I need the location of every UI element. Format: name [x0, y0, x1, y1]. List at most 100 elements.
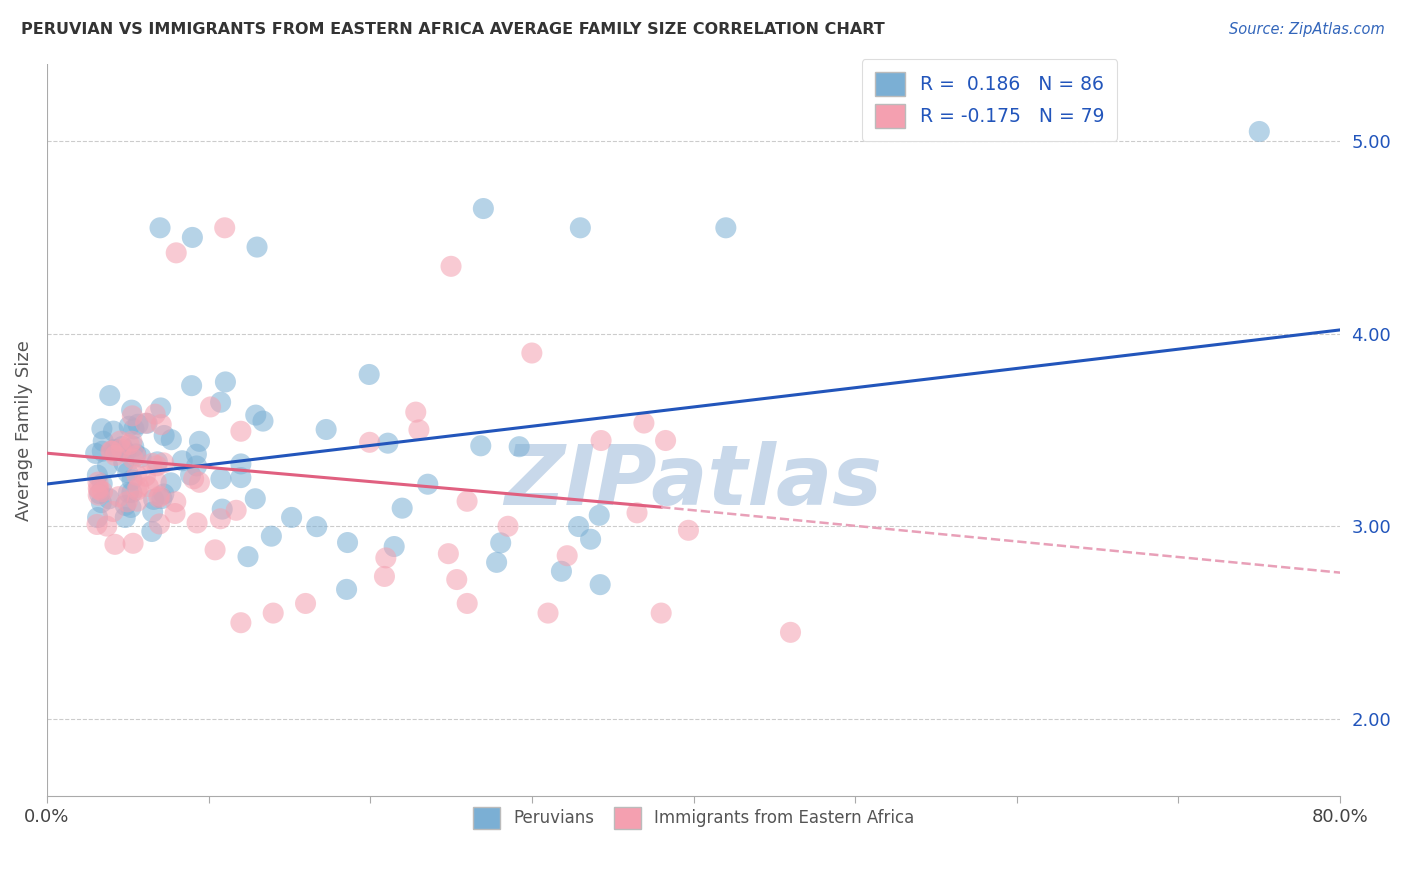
Point [91, 434, 114, 449]
Point [87, 483, 110, 497]
Y-axis label: Average Family Size: Average Family Size [15, 340, 32, 521]
Point [1249, 124, 1271, 138]
Point [183, 472, 205, 486]
Point [153, 428, 176, 442]
Point [160, 475, 183, 490]
Point [129, 450, 152, 465]
Point [779, 625, 801, 640]
Point [588, 508, 610, 523]
Point [105, 443, 128, 458]
Point [87, 481, 110, 495]
Point [141, 524, 163, 539]
Point [143, 407, 166, 421]
Point [103, 424, 125, 438]
Point [172, 454, 194, 468]
Point [714, 220, 737, 235]
Point [489, 536, 512, 550]
Point [121, 403, 143, 417]
Point [209, 395, 232, 409]
Point [103, 442, 125, 457]
Point [114, 499, 136, 513]
Point [456, 597, 478, 611]
Point [446, 573, 468, 587]
Point [160, 433, 183, 447]
Point [315, 423, 337, 437]
Point [165, 495, 187, 509]
Point [209, 472, 232, 486]
Point [260, 529, 283, 543]
Point [121, 409, 143, 423]
Point [335, 582, 357, 597]
Point [122, 440, 145, 454]
Point [89, 486, 111, 500]
Point [374, 550, 396, 565]
Point [472, 202, 495, 216]
Point [125, 468, 148, 483]
Point [180, 467, 202, 482]
Point [654, 434, 676, 448]
Point [121, 485, 143, 500]
Point [508, 440, 530, 454]
Point [149, 220, 172, 235]
Point [100, 444, 122, 458]
Point [135, 416, 157, 430]
Point [104, 449, 127, 463]
Point [136, 417, 159, 431]
Point [579, 533, 602, 547]
Point [128, 480, 150, 494]
Point [555, 549, 578, 563]
Text: Source: ZipAtlas.com: Source: ZipAtlas.com [1229, 22, 1385, 37]
Point [111, 444, 134, 458]
Point [537, 606, 560, 620]
Point [186, 516, 208, 530]
Point [245, 491, 267, 506]
Point [145, 475, 167, 489]
Point [121, 434, 143, 449]
Point [650, 606, 672, 620]
Point [633, 416, 655, 430]
Point [153, 487, 176, 501]
Point [229, 424, 252, 438]
Point [204, 542, 226, 557]
Point [150, 417, 173, 432]
Point [416, 477, 439, 491]
Point [165, 245, 187, 260]
Point [252, 414, 274, 428]
Point [148, 516, 170, 531]
Point [470, 439, 492, 453]
Point [214, 375, 236, 389]
Point [101, 504, 124, 518]
Point [377, 436, 399, 450]
Point [152, 456, 174, 470]
Point [246, 240, 269, 254]
Point [146, 458, 169, 473]
Point [188, 475, 211, 490]
Point [305, 519, 328, 533]
Point [496, 519, 519, 533]
Point [225, 503, 247, 517]
Point [112, 456, 135, 470]
Point [122, 536, 145, 550]
Point [186, 458, 208, 473]
Point [87, 488, 110, 502]
Point [114, 445, 136, 459]
Point [150, 491, 173, 506]
Legend: Peruvians, Immigrants from Eastern Africa: Peruvians, Immigrants from Eastern Afric… [467, 801, 921, 835]
Point [142, 492, 165, 507]
Point [186, 447, 208, 461]
Point [591, 434, 613, 448]
Point [209, 512, 232, 526]
Point [567, 519, 589, 533]
Point [589, 577, 612, 591]
Point [262, 606, 284, 620]
Point [146, 455, 169, 469]
Point [125, 449, 148, 463]
Point [236, 549, 259, 564]
Point [98, 491, 121, 506]
Point [165, 507, 187, 521]
Point [149, 401, 172, 415]
Point [87, 475, 110, 490]
Point [200, 400, 222, 414]
Point [117, 466, 139, 480]
Point [391, 501, 413, 516]
